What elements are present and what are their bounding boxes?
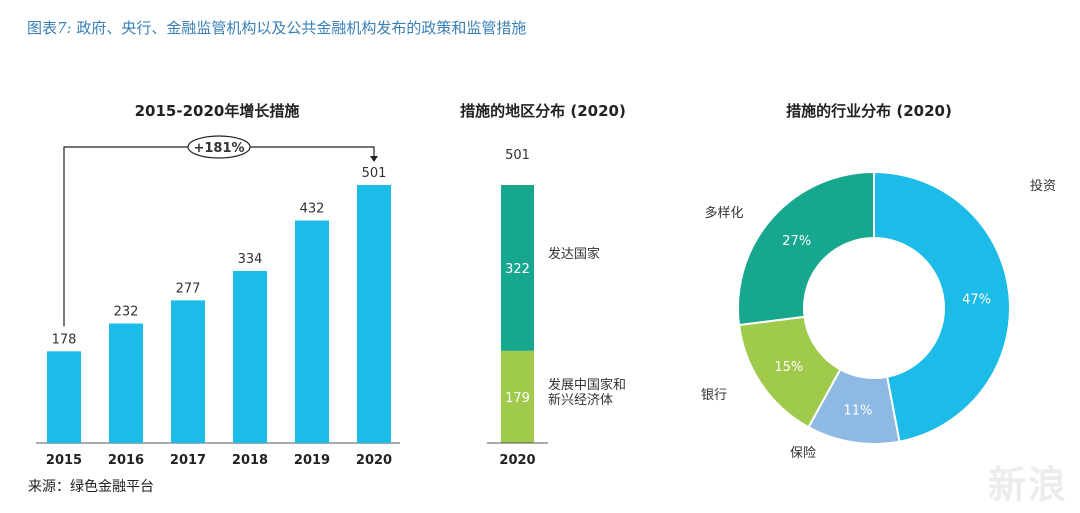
stacked-chart-title: 措施的地区分布 (2020): [460, 102, 626, 120]
figure-title-text: 政府、央行、金融监管机构以及公共金融机构发布的政策和监管措施: [71, 19, 527, 37]
x-tick-label: 2019: [294, 453, 330, 468]
slice-percent-label: 11%: [843, 404, 872, 419]
bar-2018: [233, 271, 267, 443]
source-note: 来源：绿色金融平台: [28, 479, 154, 495]
x-tick-label: 2015: [46, 453, 82, 468]
donut-slice-0: [873, 170, 1011, 443]
watermark-logo: 新浪: [987, 463, 1068, 507]
x-tick-label: 2020: [356, 453, 392, 468]
slice-category-label: 多样化: [704, 205, 743, 221]
stacked-total-label: 501: [505, 148, 530, 163]
figure-title: 图表7: 政府、央行、金融监管机构以及公共金融机构发布的政策和监管措施: [27, 17, 526, 38]
slice-percent-label: 47%: [962, 292, 991, 307]
bar-value-label: 178: [52, 332, 77, 347]
segment-category-label: 新兴经济体: [548, 392, 613, 408]
stacked-x-tick: 2020: [499, 453, 535, 468]
slice-category-label: 银行: [701, 388, 727, 403]
x-tick-label: 2017: [170, 453, 206, 468]
stacked-segment: [501, 350, 534, 443]
figure-title-number: 7:: [57, 19, 72, 37]
slice-category-label: 投资: [1030, 178, 1056, 194]
bar-chart-title: 2015-2020年增长措施: [135, 102, 300, 120]
bar-value-label: 277: [176, 281, 201, 296]
bar-value-label: 334: [238, 252, 263, 267]
bar-value-label: 432: [300, 202, 325, 217]
growth-badge: [187, 135, 251, 159]
slice-category-label: 保险: [790, 446, 816, 461]
segment-value-label: 322: [505, 262, 530, 277]
x-tick-label: 2016: [108, 453, 144, 468]
segment-category-label: 发达国家: [548, 246, 600, 262]
figure-title-prefix: 图表: [27, 19, 58, 37]
bar-value-label: 232: [114, 305, 139, 320]
slice-percent-label: 27%: [782, 234, 811, 249]
bar-value-label: 501: [362, 166, 387, 181]
growth-arrow-head: [370, 156, 378, 162]
bar-2019: [295, 220, 329, 443]
stacked-segment: [501, 185, 534, 351]
bar-2016: [109, 323, 143, 443]
x-tick-label: 2018: [232, 453, 268, 468]
donut-chart-title: 措施的行业分布 (2020): [786, 102, 952, 120]
donut-slice-3: [737, 170, 875, 327]
bar-2017: [171, 300, 205, 443]
bar-2015: [47, 351, 81, 443]
growth-annotation: +181%: [193, 141, 244, 156]
segment-category-label: 发展中国家和: [548, 377, 626, 393]
segment-value-label: 179: [505, 391, 530, 406]
bar-2020: [357, 185, 391, 443]
slice-percent-label: 15%: [774, 360, 803, 375]
